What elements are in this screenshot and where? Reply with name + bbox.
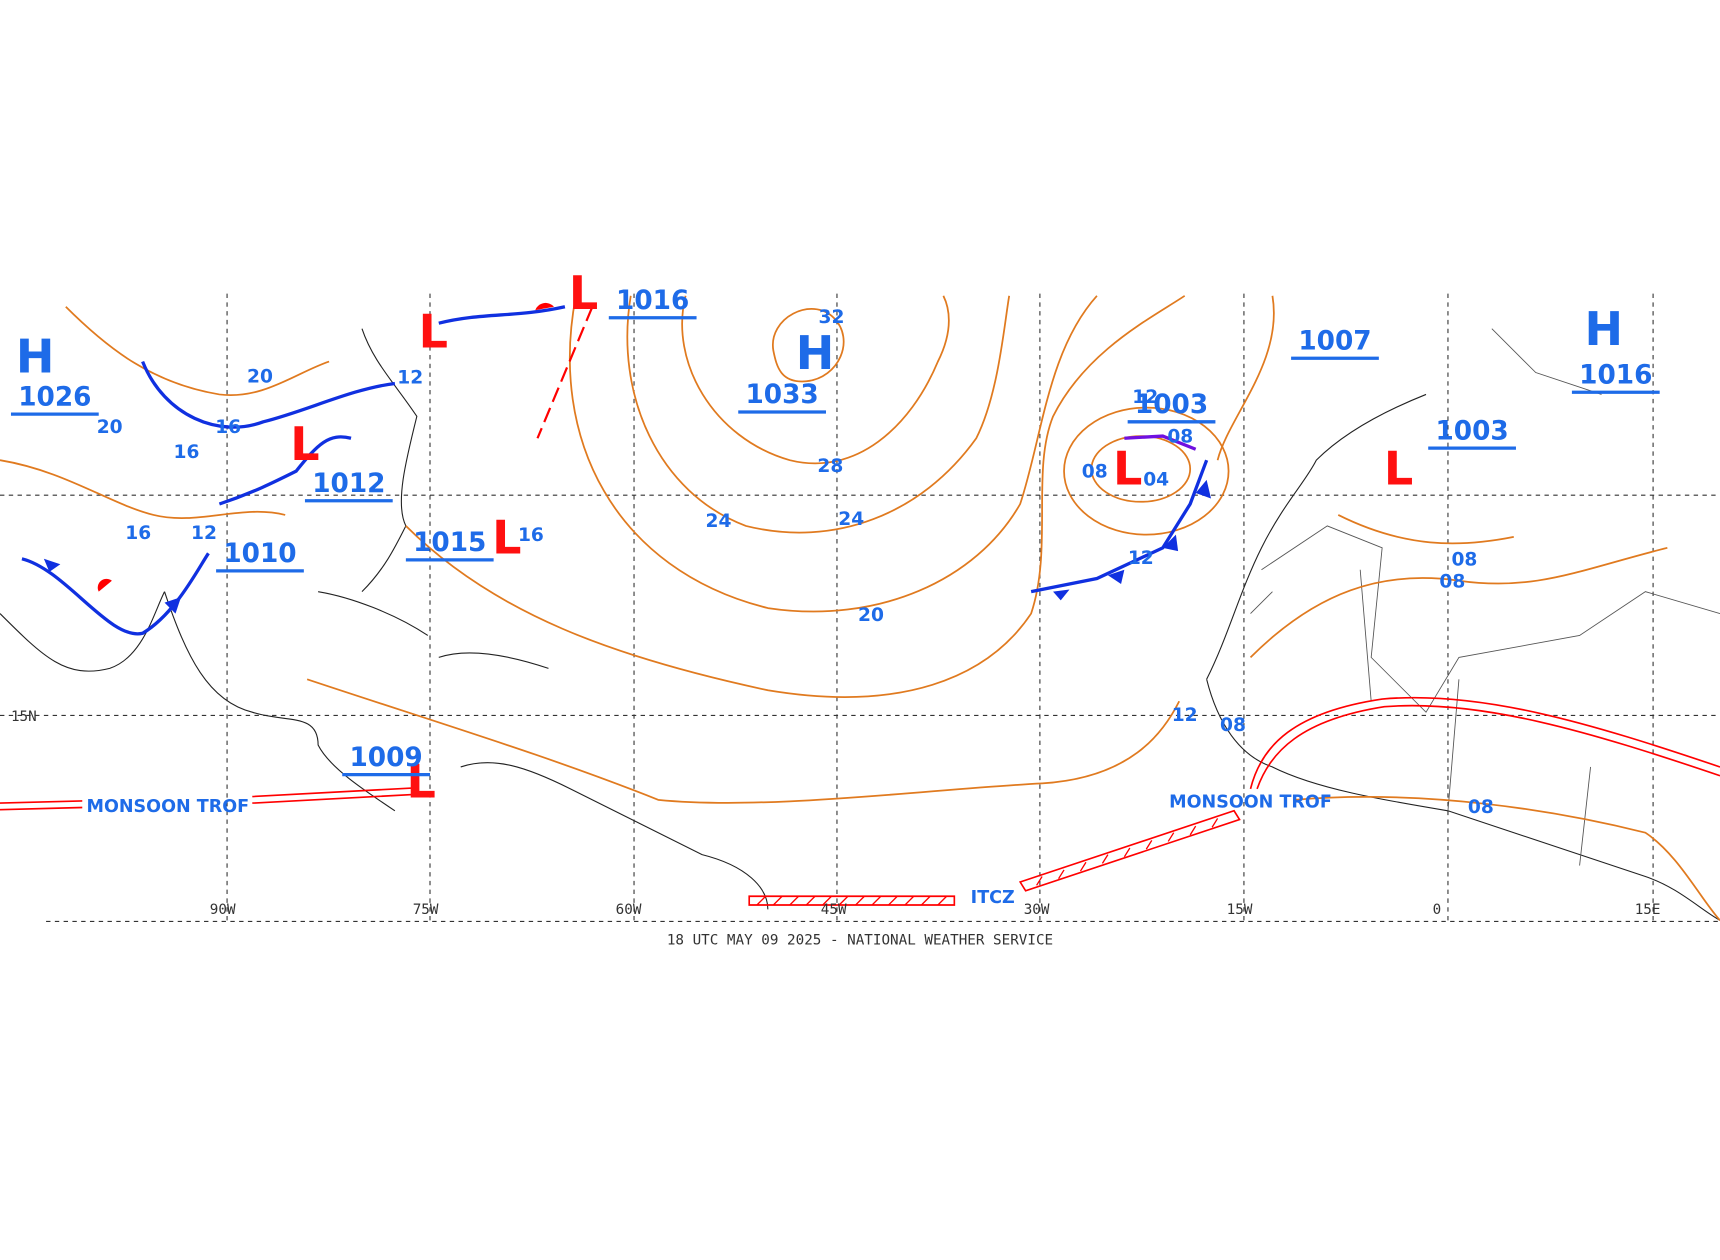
isobar-label: 08 <box>1468 797 1494 818</box>
lon-label: 15E <box>1635 902 1661 918</box>
pressure-center-symbol: L <box>1113 441 1142 495</box>
isobar-label: 24 <box>706 511 732 532</box>
isobar-label: 16 <box>174 442 200 463</box>
isobar-label: 08 <box>1167 427 1193 448</box>
isobar-label: 16 <box>125 523 151 544</box>
pressure-value: 1026 <box>18 382 91 412</box>
isobar-label: 08 <box>1082 462 1108 483</box>
pressure-center-symbol: H <box>1584 302 1623 356</box>
pressure-center-symbol: L <box>1384 441 1413 495</box>
lon-label: 75W <box>413 902 439 918</box>
grid <box>0 293 1720 923</box>
pressure-value: 1033 <box>745 380 818 410</box>
pressure-center-symbol: L <box>492 510 521 564</box>
isobar-label: 16 <box>518 525 544 546</box>
pressure-value: 1012 <box>312 469 385 499</box>
isobar-label: 12 <box>1128 548 1154 569</box>
isobar-label: 12 <box>397 367 423 388</box>
troughs <box>0 696 1720 906</box>
lon-label: 30W <box>1024 902 1050 918</box>
fronts <box>21 302 1212 636</box>
pressure-value: 1003 <box>1435 416 1508 446</box>
lon-label: 90W <box>210 902 236 918</box>
coastlines <box>0 328 1720 921</box>
pressure-value: 1016 <box>1579 360 1652 390</box>
lon-label: 15W <box>1227 902 1253 918</box>
isobar-label: 20 <box>97 417 123 438</box>
isobar-label: 08 <box>1439 571 1465 592</box>
feature-label: MONSOON TROF <box>1169 793 1332 813</box>
pressure-center-symbol: L <box>290 417 319 471</box>
pressure-center-symbol: L <box>569 266 598 320</box>
isobar-label: 32 <box>819 307 845 328</box>
isobar-label: 08 <box>1451 549 1477 570</box>
pressure-value: 1015 <box>413 528 486 558</box>
lon-label: 0 <box>1433 902 1442 918</box>
isobar-label: 28 <box>817 456 843 477</box>
lon-label: 60W <box>616 902 642 918</box>
isobars <box>0 295 1720 921</box>
isobar-label: 04 <box>1143 469 1169 490</box>
isobar-label: 12 <box>191 523 217 544</box>
pressure-value: 1010 <box>223 539 296 569</box>
feature-label: ITCZ <box>971 888 1015 908</box>
isobar-label: 12 <box>1172 705 1198 726</box>
isobar-label: 16 <box>215 417 241 438</box>
isobar-label: 24 <box>838 509 864 530</box>
pressure-center-symbol: H <box>796 326 835 380</box>
lon-label: 45W <box>821 902 847 918</box>
pressure-value: 1016 <box>616 286 689 316</box>
footer: 18 UTC MAY 09 2025 - NATIONAL WEATHER SE… <box>667 932 1053 948</box>
pressure-center-symbol: H <box>16 330 55 384</box>
pressure-value: 1009 <box>349 743 422 773</box>
isobar-label: 20 <box>247 366 273 387</box>
pressure-value: 1003 <box>1135 390 1208 420</box>
lat-label: 15N <box>11 709 37 725</box>
feature-label: MONSOON TROF <box>86 797 249 817</box>
pressure-center-symbol: L <box>407 755 436 809</box>
pressure-center-symbol: L <box>419 304 448 358</box>
isobar-label: 20 <box>858 605 884 626</box>
pressure-value: 1007 <box>1298 327 1371 357</box>
isobar-label: 12 <box>1132 387 1158 408</box>
isobar-label: 08 <box>1220 715 1246 736</box>
